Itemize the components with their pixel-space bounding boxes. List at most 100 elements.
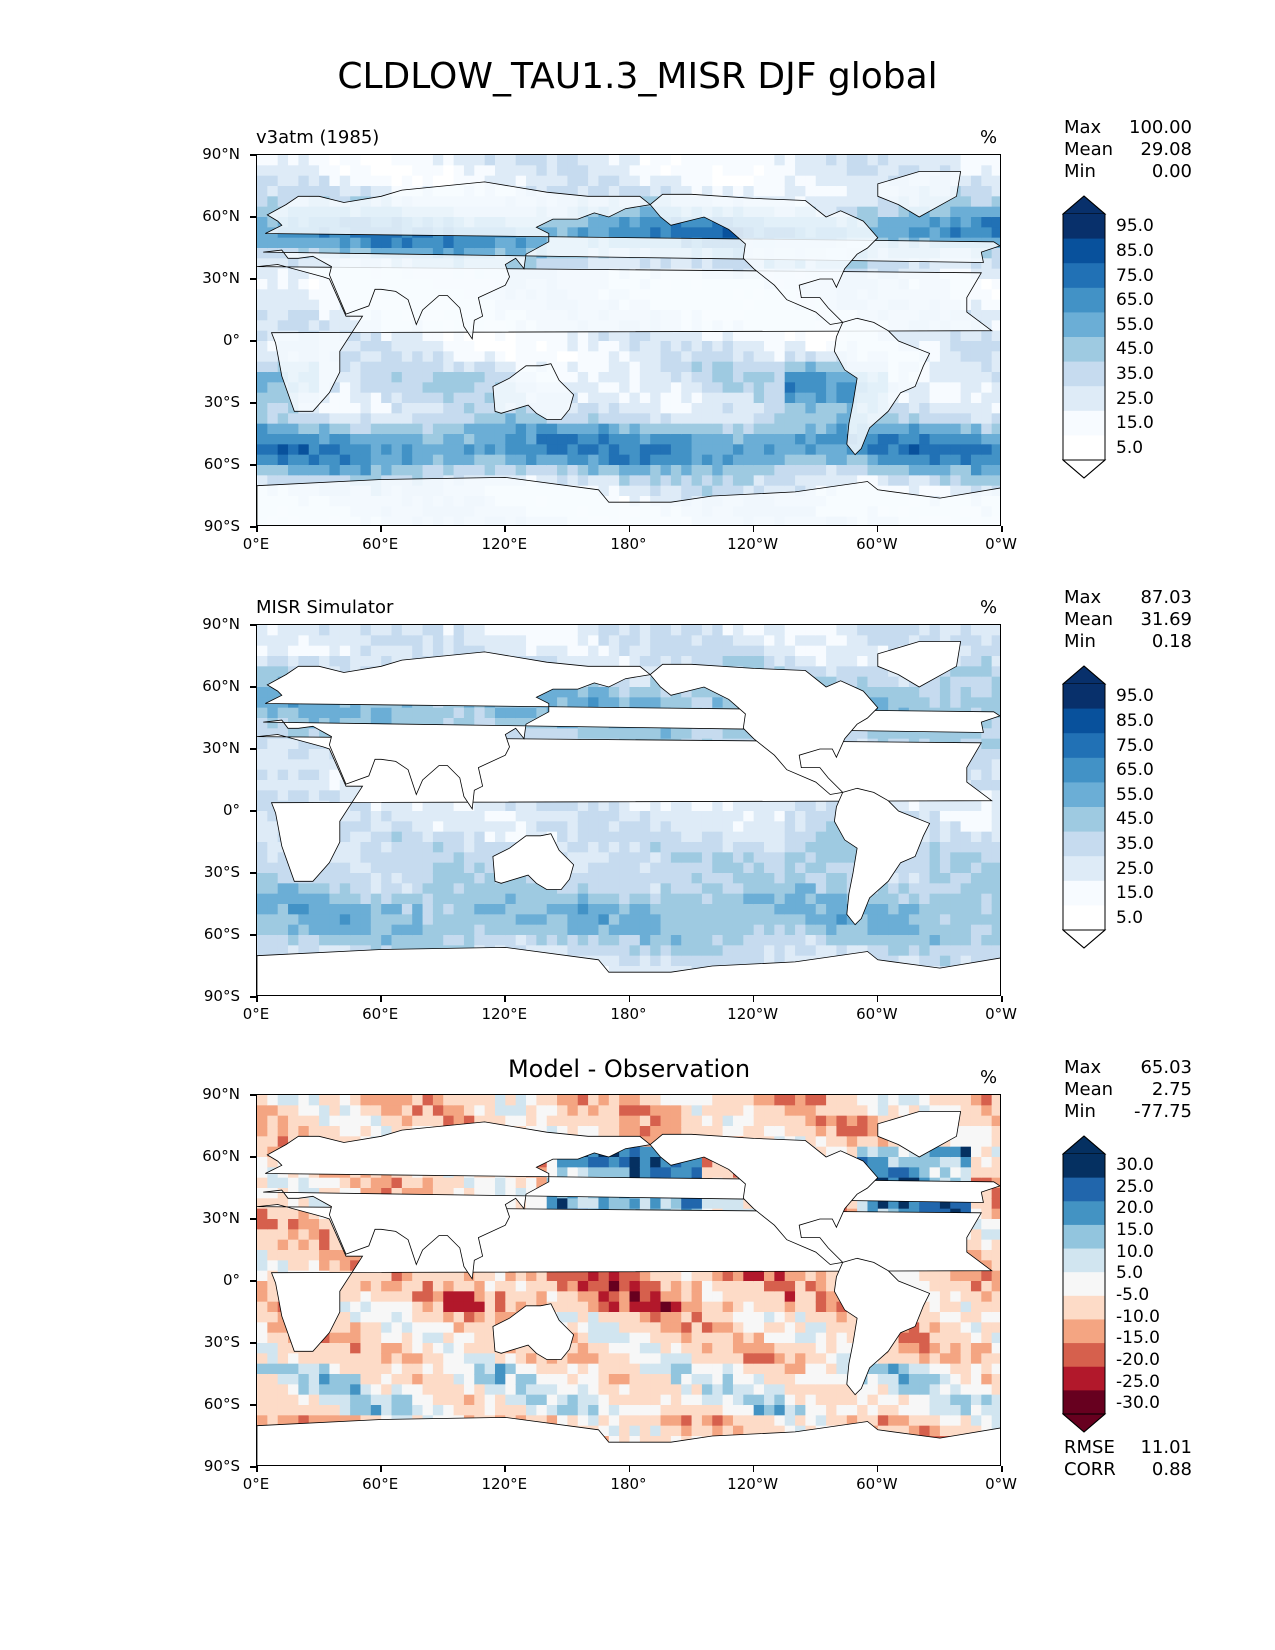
colorbar-tick-label: 55.0 bbox=[1116, 784, 1154, 805]
lat-tick bbox=[250, 686, 256, 688]
max-value: 100.00 bbox=[1129, 117, 1192, 138]
lat-tick bbox=[250, 464, 256, 466]
colorbar-segment bbox=[1063, 1319, 1105, 1344]
colorbar-segment bbox=[1063, 856, 1105, 882]
lon-tick-label: 180° bbox=[610, 535, 647, 553]
lon-tick-label: 120°W bbox=[727, 1475, 779, 1493]
stats-block: Max 87.03 Mean 31.69 Min 0.18 bbox=[1064, 587, 1192, 653]
colorbar-segment bbox=[1063, 807, 1105, 833]
min-label: Min bbox=[1064, 631, 1096, 652]
coastline bbox=[263, 181, 1000, 341]
error-metrics: RMSE 11.01 CORR 0.88 bbox=[1064, 1437, 1192, 1481]
lat-tick bbox=[250, 1280, 256, 1282]
lon-tick bbox=[504, 996, 506, 1002]
coastline bbox=[877, 171, 962, 218]
colorbar-tick-label: -20.0 bbox=[1116, 1349, 1160, 1370]
lat-tick bbox=[250, 216, 256, 218]
lat-tick bbox=[250, 872, 256, 874]
lon-tick bbox=[628, 1466, 630, 1472]
panel-title: MISR Simulator bbox=[256, 597, 394, 618]
colorbar-tick-label: 15.0 bbox=[1116, 883, 1154, 904]
lon-tick-label: 120°E bbox=[481, 1005, 528, 1023]
units-label: % bbox=[980, 1067, 998, 1088]
colorbar-segment bbox=[1063, 708, 1105, 734]
lon-tick bbox=[1001, 526, 1003, 532]
lon-tick bbox=[256, 996, 258, 1002]
min-label: Min bbox=[1064, 1101, 1096, 1122]
mean-value: 31.69 bbox=[1140, 609, 1192, 630]
lon-tick-label: 180° bbox=[610, 1005, 647, 1023]
colorbar-tick-label: -10.0 bbox=[1116, 1306, 1160, 1327]
lon-tick-label: 60°W bbox=[856, 535, 898, 553]
lon-tick-label: 60°W bbox=[856, 1005, 898, 1023]
lat-tick bbox=[250, 1466, 256, 1468]
colorbar-tick-label: 20.0 bbox=[1116, 1198, 1154, 1219]
colorbar-tick-label: 25.0 bbox=[1116, 1176, 1154, 1197]
mean-label: Mean bbox=[1064, 139, 1114, 160]
mean-label: Mean bbox=[1064, 609, 1114, 630]
lon-tick-label: 60°W bbox=[856, 1475, 898, 1493]
colorbar-segment bbox=[1063, 757, 1105, 783]
lat-tick bbox=[250, 1156, 256, 1158]
lon-tick bbox=[380, 526, 382, 532]
coastline bbox=[263, 1121, 1000, 1281]
lon-tick bbox=[380, 1466, 382, 1472]
map-test bbox=[256, 154, 1001, 526]
colorbar-extend-min bbox=[1062, 459, 1107, 479]
colorbar-tick-label: 45.0 bbox=[1116, 809, 1154, 830]
lat-tick-label: 60°S bbox=[203, 455, 240, 473]
colorbar bbox=[1062, 195, 1107, 479]
lat-tick-label: 90°N bbox=[202, 1085, 240, 1103]
lon-tick-label: 0°E bbox=[242, 535, 270, 553]
colorbar-tick-label: 5.0 bbox=[1116, 1263, 1144, 1284]
lon-tick bbox=[1001, 1466, 1003, 1472]
panel-title: Model - Observation bbox=[507, 1055, 751, 1083]
lat-tick bbox=[250, 1094, 256, 1096]
max-label: Max bbox=[1064, 1057, 1102, 1078]
coastline bbox=[833, 1257, 931, 1396]
colorbar-outline bbox=[1062, 665, 1106, 949]
colorbar-segment bbox=[1063, 1154, 1105, 1179]
colorbar-segment bbox=[1063, 1343, 1105, 1368]
units-label: % bbox=[980, 127, 998, 148]
lat-tick bbox=[250, 1218, 256, 1220]
colorbar-tick-label: 10.0 bbox=[1116, 1241, 1154, 1262]
lat-tick-label: 90°N bbox=[202, 145, 240, 163]
colorbar-segment bbox=[1063, 263, 1105, 289]
lon-tick-label: 0°W bbox=[985, 1005, 1017, 1023]
lat-tick bbox=[250, 934, 256, 936]
lon-tick-label: 180° bbox=[610, 1475, 647, 1493]
colorbar-tick-label: 25.0 bbox=[1116, 388, 1154, 409]
colorbar-extend-max bbox=[1062, 1135, 1107, 1155]
colorbar-segment bbox=[1063, 435, 1105, 461]
lon-tick bbox=[504, 526, 506, 532]
colorbar-tick-label: -5.0 bbox=[1116, 1284, 1150, 1305]
lon-tick-label: 120°E bbox=[481, 535, 528, 553]
colorbar-extend-min bbox=[1062, 929, 1107, 949]
lat-tick-label: 30°S bbox=[203, 1333, 240, 1351]
lon-tick-label: 60°E bbox=[362, 1475, 399, 1493]
max-label: Max bbox=[1064, 117, 1102, 138]
colorbar-segment bbox=[1063, 386, 1105, 412]
lat-tick-label: 30°N bbox=[202, 1209, 240, 1227]
max-value: 65.03 bbox=[1140, 1057, 1192, 1078]
lat-tick-label: 0° bbox=[222, 331, 240, 349]
colorbar-tick-label: 65.0 bbox=[1116, 290, 1154, 311]
colorbar bbox=[1062, 1135, 1107, 1433]
lon-tick bbox=[256, 526, 258, 532]
lat-tick bbox=[250, 340, 256, 342]
rmse-value: 11.01 bbox=[1140, 1437, 1192, 1458]
corr-value: 0.88 bbox=[1151, 1459, 1192, 1480]
colorbar-tick-label: 35.0 bbox=[1116, 833, 1154, 854]
lat-tick-label: 90°S bbox=[203, 1457, 240, 1475]
colorbar-segment bbox=[1063, 337, 1105, 363]
lat-tick bbox=[250, 526, 256, 528]
lon-tick bbox=[256, 1466, 258, 1472]
coastline bbox=[833, 317, 931, 456]
colorbar-segment bbox=[1063, 238, 1105, 264]
colorbar-tick-label: 85.0 bbox=[1116, 240, 1154, 261]
colorbar-tick-label: 45.0 bbox=[1116, 339, 1154, 360]
lat-tick bbox=[250, 996, 256, 998]
corr-label: CORR bbox=[1064, 1459, 1116, 1480]
lon-tick-label: 0°E bbox=[242, 1475, 270, 1493]
